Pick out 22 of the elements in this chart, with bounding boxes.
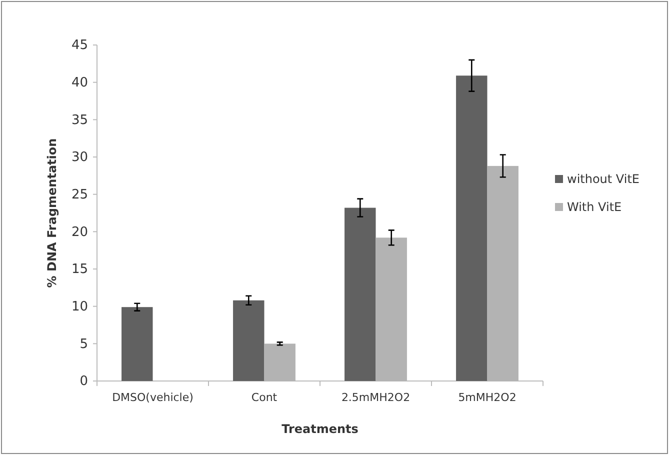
- legend-label: without VitE: [567, 172, 640, 186]
- y-tick-label: 5: [80, 336, 88, 352]
- bar: [233, 300, 264, 381]
- bar: [344, 208, 376, 381]
- y-tick-label: 45: [71, 38, 88, 54]
- y-tick-label: 40: [71, 75, 88, 90]
- y-tick-label: 10: [71, 299, 88, 314]
- y-axis-title: % DNA Fragmentation: [45, 138, 59, 288]
- y-tick-label: 30: [71, 150, 88, 166]
- y-tick-label: 25: [71, 187, 88, 202]
- x-tick-label: Cont: [251, 390, 278, 404]
- y-tick-label: 20: [71, 224, 88, 240]
- bar: [456, 76, 488, 381]
- x-axis-title: Treatments: [282, 422, 358, 436]
- x-tick-label: 2.5mMH2O2: [341, 390, 410, 404]
- y-tick-label: 35: [71, 112, 88, 128]
- x-tick-label: DMSO(vehicle): [112, 390, 194, 404]
- bar: [122, 307, 153, 381]
- x-tick-label: 5mMH2O2: [458, 390, 516, 404]
- y-tick-label: 15: [71, 262, 88, 278]
- legend-label: With VitE: [567, 200, 622, 214]
- y-tick-label: 0: [80, 374, 88, 390]
